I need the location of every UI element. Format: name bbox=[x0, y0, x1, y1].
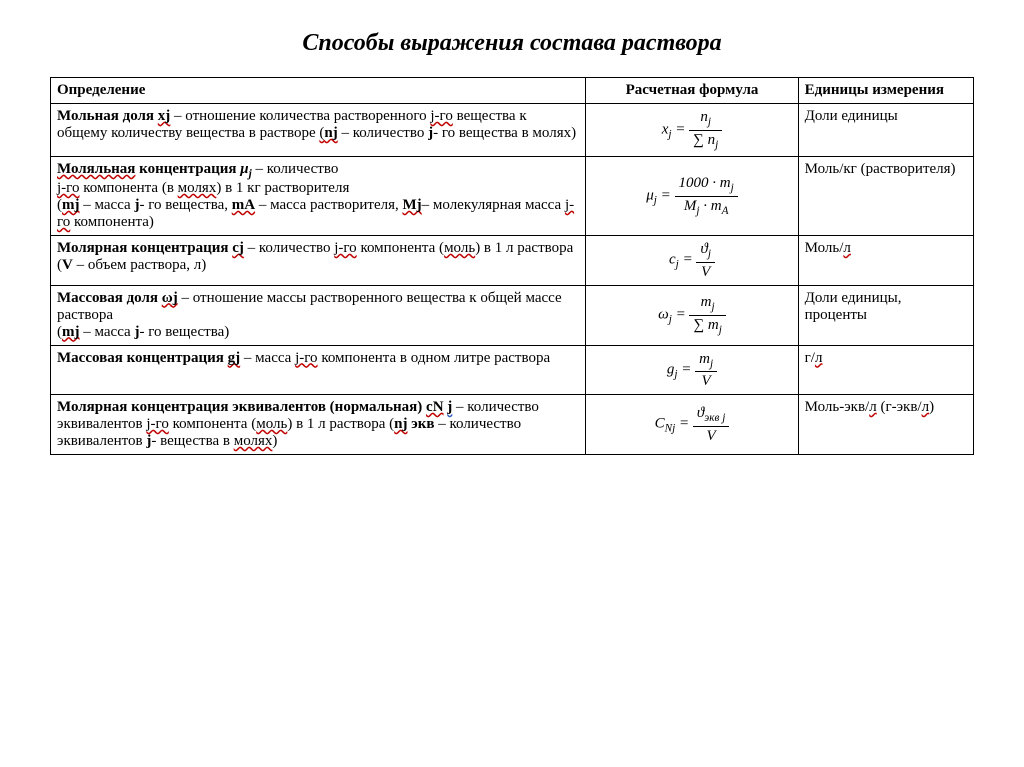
cell-definition: Мольная доля xj – отношение количества р… bbox=[51, 104, 586, 157]
cell-formula: xj = nj∑ nj bbox=[586, 104, 798, 157]
table-row: Массовая концентрация gj – масса j-го ко… bbox=[51, 345, 974, 395]
cell-definition: Молярная концентрация cj – количество j-… bbox=[51, 236, 586, 286]
table-row: Молярная концентрация эквивалентов (норм… bbox=[51, 395, 974, 455]
table-row: Моляльная концентрация μj – количествоj-… bbox=[51, 157, 974, 236]
cell-definition: Моляльная концентрация μj – количествоj-… bbox=[51, 157, 586, 236]
header-units: Единицы измерения bbox=[798, 78, 973, 104]
table-row: Массовая доля ωj – отношение массы раств… bbox=[51, 285, 974, 345]
table-row: Мольная доля xj – отношение количества р… bbox=[51, 104, 974, 157]
cell-definition: Молярная концентрация эквивалентов (норм… bbox=[51, 395, 586, 455]
header-formula: Расчетная формула bbox=[586, 78, 798, 104]
cell-formula: cj = ϑjV bbox=[586, 236, 798, 286]
table-row: Молярная концентрация cj – количество j-… bbox=[51, 236, 974, 286]
header-definition: Определение bbox=[51, 78, 586, 104]
cell-definition: Массовая концентрация gj – масса j-го ко… bbox=[51, 345, 586, 395]
cell-formula: μj = 1000 · mjMj · mA bbox=[586, 157, 798, 236]
cell-formula: gj = mjV bbox=[586, 345, 798, 395]
cell-units: Моль-экв/л (г-экв/л) bbox=[798, 395, 973, 455]
page-title: Способы выражения состава раствора bbox=[50, 30, 974, 57]
composition-table: Определение Расчетная формула Единицы из… bbox=[50, 77, 974, 455]
cell-units: Моль/л bbox=[798, 236, 973, 286]
cell-units: Моль/кг (растворителя) bbox=[798, 157, 973, 236]
cell-formula: CNj = ϑэкв jV bbox=[586, 395, 798, 455]
cell-formula: ωj = mj∑ mj bbox=[586, 285, 798, 345]
cell-definition: Массовая доля ωj – отношение массы раств… bbox=[51, 285, 586, 345]
cell-units: Доли единицы, проценты bbox=[798, 285, 973, 345]
cell-units: г/л bbox=[798, 345, 973, 395]
cell-units: Доли единицы bbox=[798, 104, 973, 157]
